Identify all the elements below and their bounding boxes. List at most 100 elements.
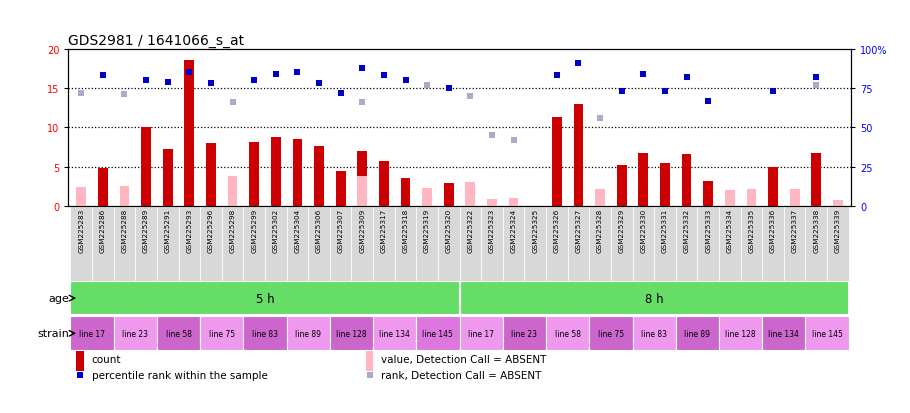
Bar xyxy=(546,317,590,350)
Bar xyxy=(682,155,692,206)
Text: line 17: line 17 xyxy=(468,329,494,338)
Point xyxy=(355,100,369,106)
Text: line 145: line 145 xyxy=(812,329,843,338)
Bar xyxy=(697,206,719,281)
Bar xyxy=(524,206,546,281)
Bar xyxy=(114,206,136,281)
Bar xyxy=(763,206,784,281)
Point xyxy=(377,73,391,80)
Text: GSM225339: GSM225339 xyxy=(834,209,841,253)
Text: GSM225325: GSM225325 xyxy=(532,209,538,253)
Text: value, Detection Call = ABSENT: value, Detection Call = ABSENT xyxy=(381,354,547,364)
Bar xyxy=(503,206,524,281)
Point xyxy=(399,78,413,84)
Bar xyxy=(373,317,416,350)
Bar xyxy=(76,188,86,206)
Point xyxy=(658,89,672,95)
Bar xyxy=(70,206,92,281)
Text: GSM225334: GSM225334 xyxy=(727,209,733,253)
Bar xyxy=(400,178,410,206)
Text: GSM225338: GSM225338 xyxy=(814,209,819,253)
Text: GSM225289: GSM225289 xyxy=(143,209,149,253)
Text: GSM225323: GSM225323 xyxy=(489,209,495,253)
Text: 8 h: 8 h xyxy=(645,292,663,305)
Point xyxy=(290,70,305,76)
Bar xyxy=(329,317,373,350)
Bar xyxy=(790,190,800,206)
Bar xyxy=(358,152,367,206)
Bar xyxy=(703,181,713,206)
Bar xyxy=(178,206,200,281)
Text: line 128: line 128 xyxy=(725,329,756,338)
Bar xyxy=(805,206,827,281)
Bar xyxy=(590,206,611,281)
Text: line 23: line 23 xyxy=(511,329,538,338)
Text: count: count xyxy=(92,354,121,364)
Bar xyxy=(243,317,287,350)
Text: GSM225317: GSM225317 xyxy=(381,209,387,253)
Point xyxy=(96,73,110,80)
Bar xyxy=(200,317,243,350)
Text: GSM225329: GSM225329 xyxy=(619,209,624,253)
Bar xyxy=(416,317,460,350)
Text: 5 h: 5 h xyxy=(256,292,274,305)
Bar xyxy=(552,118,561,206)
Point xyxy=(463,93,478,100)
Bar xyxy=(617,166,627,206)
Bar xyxy=(336,171,346,206)
Text: GSM225335: GSM225335 xyxy=(748,209,754,253)
Bar xyxy=(611,206,632,281)
Text: percentile rank within the sample: percentile rank within the sample xyxy=(92,370,268,380)
Point xyxy=(139,78,154,84)
Point xyxy=(550,73,564,80)
Point xyxy=(485,133,500,139)
Text: GSM225328: GSM225328 xyxy=(597,209,603,253)
Text: GDS2981 / 1641066_s_at: GDS2981 / 1641066_s_at xyxy=(68,33,245,47)
Text: GSM225337: GSM225337 xyxy=(792,209,798,253)
Text: GSM225318: GSM225318 xyxy=(402,209,409,253)
Text: GSM225327: GSM225327 xyxy=(575,209,581,253)
Text: GSM225302: GSM225302 xyxy=(273,209,278,253)
Bar xyxy=(639,153,648,206)
Point xyxy=(204,81,218,88)
Text: GSM225298: GSM225298 xyxy=(229,209,236,253)
Bar xyxy=(157,206,178,281)
Bar xyxy=(654,206,676,281)
Bar xyxy=(114,317,157,350)
Bar xyxy=(70,317,114,350)
Point xyxy=(614,89,629,95)
Text: GSM225324: GSM225324 xyxy=(511,209,517,253)
Text: strain: strain xyxy=(37,328,69,339)
Bar xyxy=(287,317,329,350)
Bar xyxy=(503,317,546,350)
Point xyxy=(809,82,824,89)
Bar xyxy=(632,206,654,281)
Bar xyxy=(460,206,481,281)
Point xyxy=(701,98,715,104)
Text: GSM225286: GSM225286 xyxy=(100,209,106,253)
Text: GSM225304: GSM225304 xyxy=(295,209,300,253)
Bar xyxy=(763,317,805,350)
Point xyxy=(571,60,586,67)
Point xyxy=(226,100,240,106)
Text: line 134: line 134 xyxy=(768,329,799,338)
Bar xyxy=(460,317,503,350)
Text: GSM225332: GSM225332 xyxy=(683,209,690,253)
Point xyxy=(333,90,348,97)
Bar xyxy=(228,177,238,206)
Bar xyxy=(481,206,503,281)
Bar xyxy=(206,144,216,206)
Text: GSM225296: GSM225296 xyxy=(207,209,214,253)
Bar xyxy=(466,183,475,206)
Bar xyxy=(719,317,763,350)
Point xyxy=(117,92,132,98)
Text: GSM225306: GSM225306 xyxy=(316,209,322,253)
Text: GSM225299: GSM225299 xyxy=(251,209,258,253)
Bar xyxy=(746,190,756,206)
Text: line 134: line 134 xyxy=(379,329,410,338)
Text: line 83: line 83 xyxy=(642,329,667,338)
Bar xyxy=(157,317,200,350)
Bar xyxy=(768,167,778,206)
Point xyxy=(160,79,175,86)
Point xyxy=(420,82,434,89)
